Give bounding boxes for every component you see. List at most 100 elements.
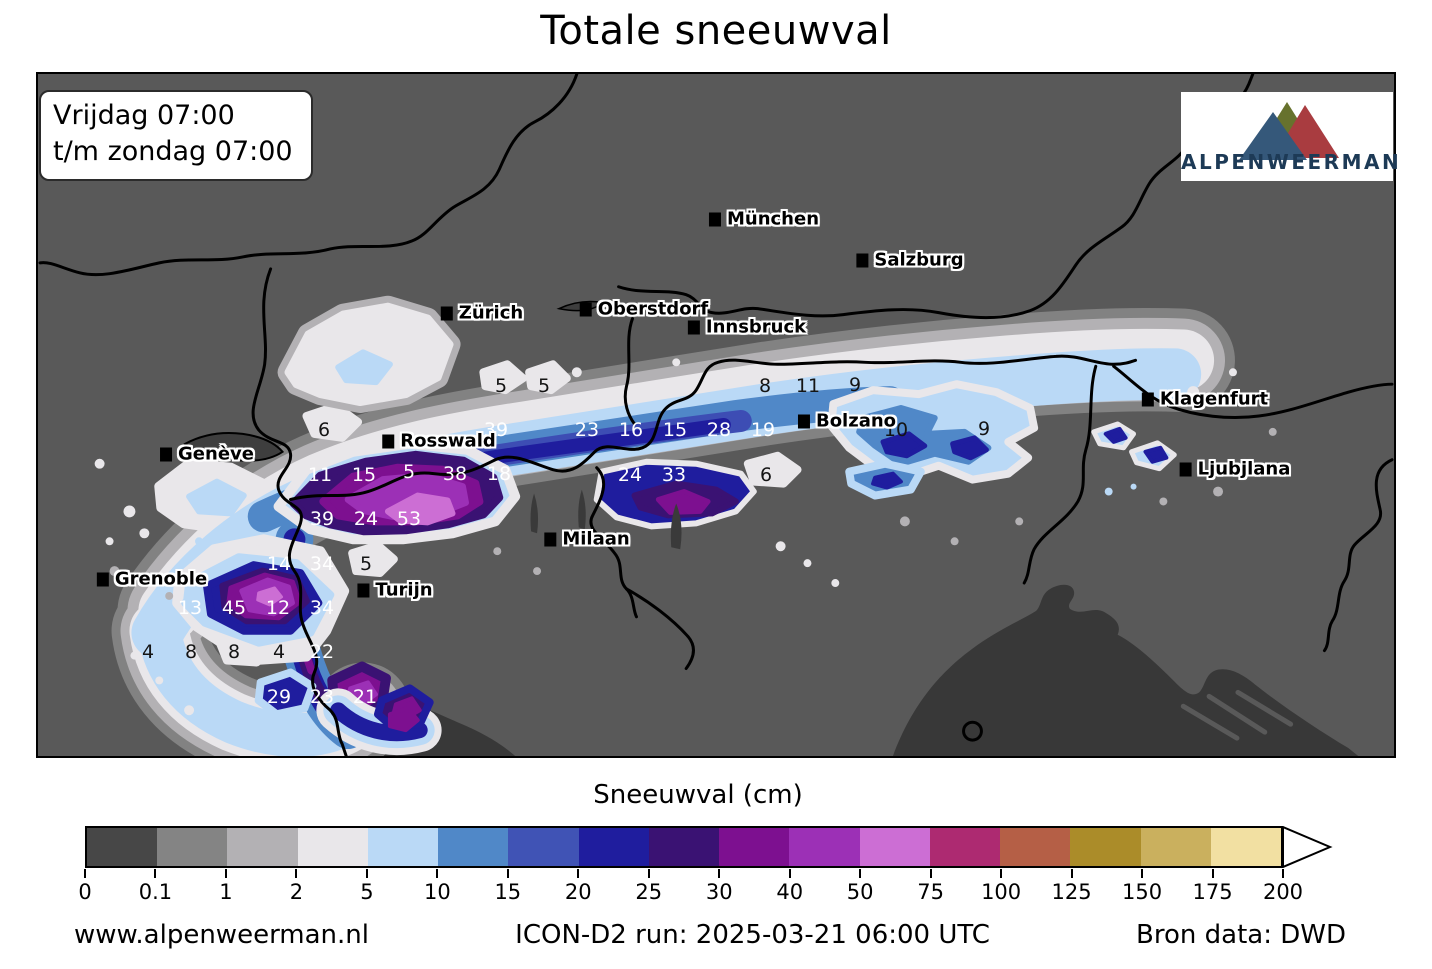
footer-data-source: Bron data: DWD: [1136, 920, 1346, 950]
snowfall-value: 33: [661, 464, 687, 486]
logo-triangle-blue: [1239, 112, 1307, 160]
legend-tick-label: 200: [1262, 880, 1304, 904]
legend-tick-label: 25: [635, 880, 663, 904]
snow-layers: [94, 295, 1277, 756]
legend-tick-label: 5: [360, 880, 374, 904]
legend-tick: [647, 869, 650, 878]
snowfall-value: 15: [662, 419, 688, 441]
city-marker: [440, 306, 453, 320]
legend-segment: [367, 828, 439, 866]
city-marker: [687, 320, 700, 334]
legend-tick: [506, 869, 509, 878]
island-outline: [962, 720, 983, 742]
legend-tick: [84, 869, 86, 878]
footer-site: www.alpenweerman.nl: [74, 920, 370, 950]
city-ljubjlana: Ljubjlana: [1179, 458, 1291, 480]
legend-segment: [87, 828, 158, 866]
snowfall-value: 23: [574, 419, 600, 441]
legend-tick: [154, 869, 157, 878]
city-label: Milaan: [562, 528, 630, 550]
legend-tick-label: 125: [1051, 880, 1092, 904]
snowfall-value: 38: [442, 463, 468, 485]
snowfall-value: 6: [317, 419, 331, 441]
city-bolzano: Bolzano: [797, 411, 896, 432]
legend-segment: [578, 828, 649, 866]
legend-segment: [789, 828, 860, 866]
city-turijn: Turijn: [357, 580, 433, 601]
legend-segment: [227, 828, 298, 866]
city-marker: [357, 583, 370, 597]
city-marker: [708, 212, 721, 226]
city-label: Ljubjlana: [1197, 458, 1291, 480]
legend-tick: [718, 869, 721, 878]
legend-ticks: 0 0.1 1 2 5 10 15 20 25 30 40 50 75 100 125 150 175 200: [78, 869, 1303, 909]
legend-segment: [157, 828, 228, 866]
city-marker: [160, 447, 173, 461]
snowfall-value: 19: [750, 419, 776, 441]
legend-segment: [1210, 828, 1281, 866]
snowfall-value: 4: [141, 641, 155, 663]
legend-tick-label: 0.1: [138, 880, 173, 904]
legend-tick: [1211, 869, 1214, 878]
value-layer: 5 5 8 11 9 6 39 23 16 15 28 19 10 9 11 15 5 38 18 24 33 6 39 24…: [38, 74, 1394, 756]
city-marker: [96, 572, 109, 586]
city-rosswald: Rosswald: [382, 431, 496, 452]
city-label: Klagenfurt: [1159, 388, 1269, 410]
period-line-1: Vrijdag 07:00: [53, 100, 235, 131]
city-klagenfurt: Klagenfurt: [1141, 388, 1269, 410]
legend-tick: [929, 869, 932, 878]
snowfall-value: 9: [977, 418, 991, 440]
legend-tick: [1282, 869, 1284, 878]
snowfall-value: 8: [227, 641, 241, 663]
legend-tick: [788, 869, 791, 878]
city-salzburg: Salzburg: [856, 250, 964, 271]
snowfall-value: 45: [221, 597, 247, 619]
city-innsbruck: Innsbruck: [687, 316, 807, 338]
legend-tick-label: 15: [494, 880, 522, 904]
snowfall-value: 29: [266, 686, 292, 708]
legend-tick: [577, 869, 580, 878]
city-label: München: [726, 208, 820, 230]
city-label: Grenoble: [114, 568, 208, 590]
snowfall-value: 4: [272, 641, 286, 663]
snowfall-value: 15: [351, 464, 377, 486]
city-layer: München Salzburg Zürich Oberstdorf Innsbruck…: [38, 74, 1394, 756]
snowfall-value: 11: [795, 375, 821, 397]
legend-segment: [1000, 828, 1071, 866]
city-marker: [856, 253, 869, 267]
city-geneve: Genève: [160, 444, 254, 465]
snowfall-value: 8: [184, 641, 198, 663]
snowfall-value: 5: [402, 461, 416, 483]
legend-tick-label: 30: [705, 880, 733, 904]
legend-tick-label: 150: [1122, 880, 1163, 904]
snowfall-value: 9: [848, 374, 862, 396]
snowfall-value: 16: [618, 419, 644, 441]
period-label-box: Vrijdag 07:00 t/m zondag 07:00: [39, 90, 313, 182]
snowfall-value: 6: [759, 464, 773, 486]
snowfall-value: 39: [309, 508, 335, 530]
logo-text: ALPENWEERMAN: [1181, 150, 1402, 174]
city-marker: [1141, 392, 1154, 406]
city-marker: [382, 434, 395, 448]
legend-tick: [224, 869, 227, 878]
legend-title: Sneeuwval (cm): [593, 780, 803, 810]
snowfall-value: 5: [359, 553, 373, 575]
legend-segment: [1070, 828, 1141, 866]
snowfall-value: 8: [758, 375, 772, 397]
legend-tick-label: 175: [1192, 880, 1233, 904]
city-marker: [1179, 462, 1192, 476]
city-marker: [797, 414, 810, 428]
legend-tick: [1141, 869, 1144, 878]
legend-tick: [365, 869, 368, 878]
legend-tick-label: 1: [219, 880, 233, 904]
precip-speckles: [94, 358, 1277, 716]
legend-segment: [648, 828, 720, 866]
snowfall-value: 39: [483, 419, 509, 441]
legend-tick-label: 20: [564, 880, 592, 904]
legend-tick-label: 50: [846, 880, 874, 904]
city-label: Innsbruck: [705, 316, 807, 338]
legend-tick-label: 40: [776, 880, 804, 904]
city-marker: [544, 532, 557, 546]
snowfall-value: 24: [617, 464, 643, 486]
